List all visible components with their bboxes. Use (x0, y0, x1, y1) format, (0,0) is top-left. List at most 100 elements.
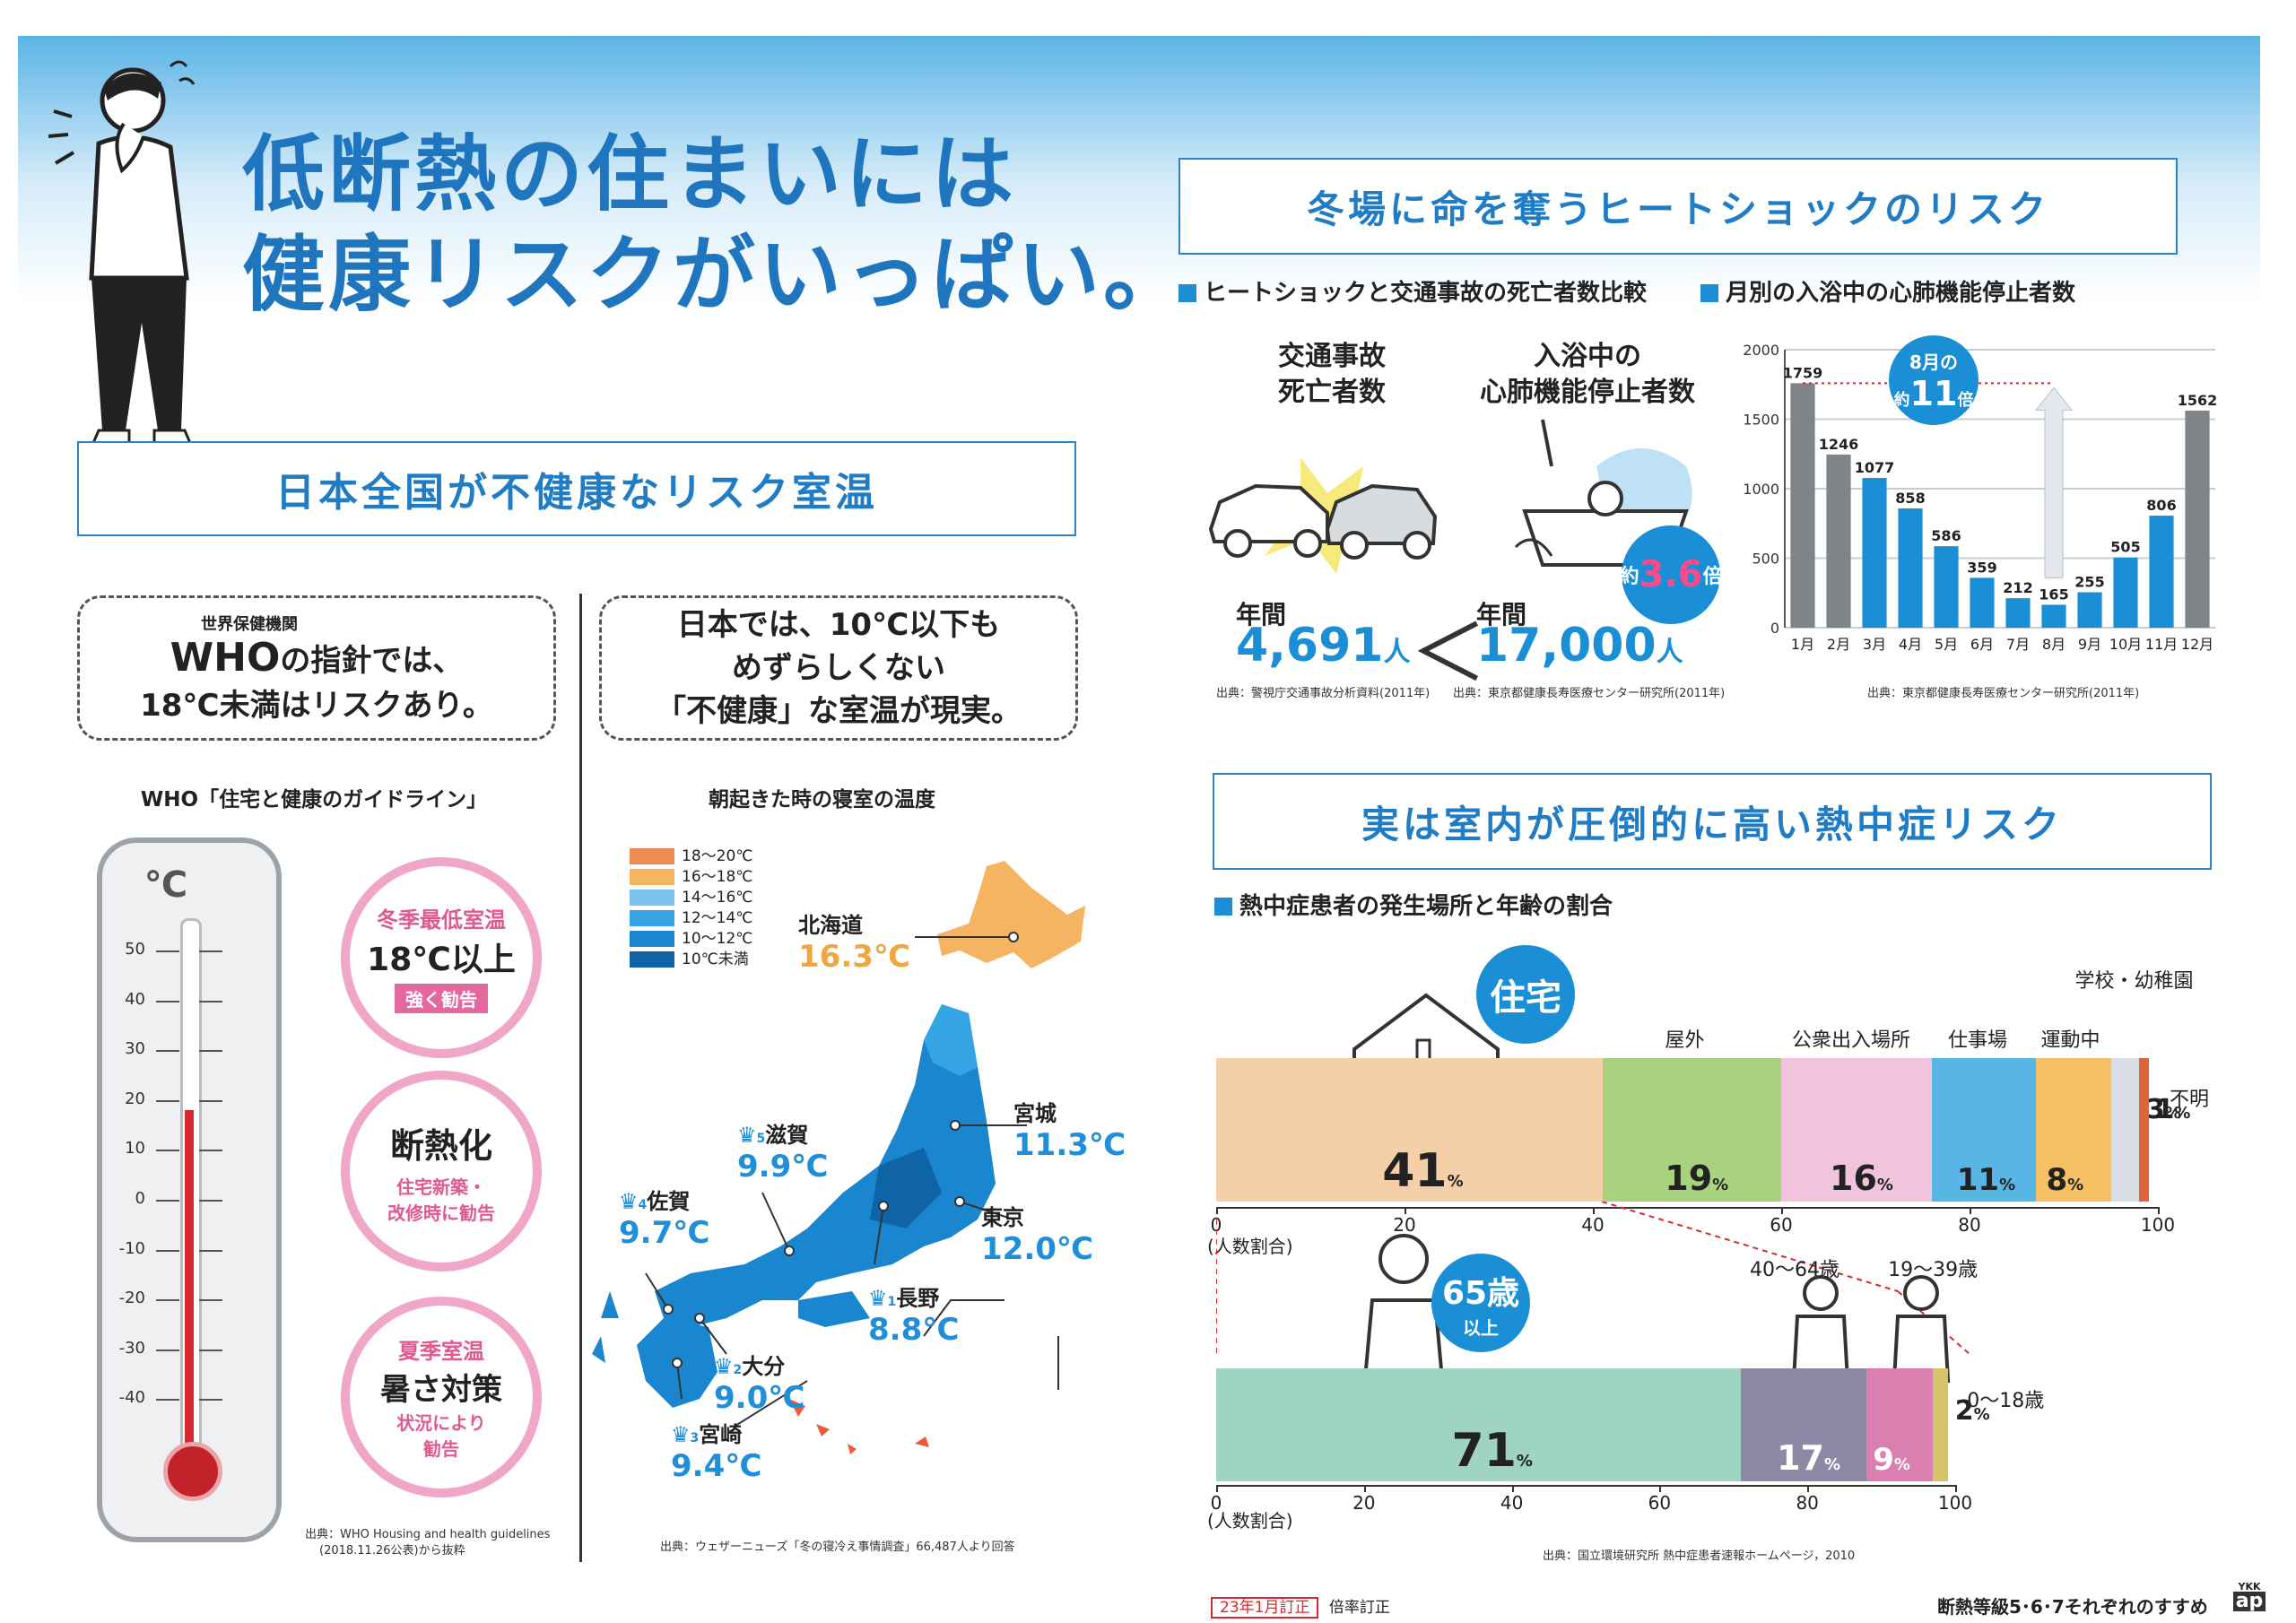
axis-tick-label: 60 (1648, 1492, 1672, 1514)
x-tick-label: 10月 (2109, 636, 2142, 653)
axis-tick-label: 20 (1393, 1214, 1416, 1236)
legend-swatch (630, 848, 674, 864)
bar-segment (1866, 1368, 1934, 1481)
bar-value-label: 359 (1967, 559, 1996, 576)
legend-item: 12～14℃ (630, 905, 752, 927)
bar-value-label: 212 (2003, 579, 2032, 596)
who-small-label: 世界保健機関 (201, 615, 298, 634)
circle1-title: 冬季最低室温 (377, 907, 506, 933)
segment-value: 19% (1665, 1159, 1728, 1198)
crown-icon: ♛ (619, 1189, 639, 1214)
legend-item: 18～20℃ (630, 843, 752, 865)
bar-4月 (1898, 508, 1923, 628)
bar-8月 (2041, 604, 2066, 628)
segment-value: 2% (1955, 1395, 1990, 1427)
legend-swatch (630, 931, 674, 947)
thermometer-bulb (163, 1442, 222, 1501)
who-source-line1: 出典：WHO Housing and health guidelines (305, 1528, 551, 1541)
city-miyazaki: ♛3宮崎 9.4℃ (671, 1422, 762, 1484)
x-tick-label: 4月 (1899, 636, 1922, 653)
square-bullet-icon (1700, 284, 1718, 302)
japan-line1: 日本では、10℃以下も (676, 607, 1001, 643)
segment-unit: % (2174, 1104, 2191, 1123)
segment-unit: % (1516, 1452, 1533, 1471)
thermometer-tick (199, 1050, 222, 1053)
x-tick-label: 3月 (1863, 636, 1886, 653)
thermometer-tick (199, 1299, 222, 1302)
bath-cardiac-arrests: 17,000人 (1476, 619, 1683, 673)
circle3-note2: 勧告 (423, 1438, 459, 1460)
city-oita: ♛2大分 9.0℃ (714, 1354, 805, 1416)
x-tick-label: 7月 (2006, 636, 2030, 653)
axis-tick-label: 80 (1958, 1214, 1981, 1236)
segment-value: 71% (1452, 1424, 1533, 1478)
year-label-traffic: 年間 (1236, 600, 1287, 629)
ykk-ap-logo: YKK ap (2233, 1582, 2266, 1611)
bar-segment (2035, 1058, 2111, 1202)
segment-number: 3 (2146, 1094, 2165, 1125)
section-banner-heatstroke: 実は室内が圧倒的に高い熱中症リスク (1213, 773, 2212, 870)
sub-heading-heatstroke: 熱中症患者の発生場所と年齢の割合 (1214, 888, 1613, 921)
bar-value-label: 255 (2074, 573, 2104, 590)
city-nagano: ♛1長野 8.8℃ (868, 1286, 960, 1348)
segment-number: 16 (1830, 1159, 1877, 1198)
bar-10月 (2113, 557, 2138, 628)
segment-number: 17 (1777, 1438, 1824, 1478)
axis-tick (1363, 1485, 1366, 1492)
axis-tick (1659, 1485, 1662, 1492)
segment-name: 不明 (2170, 1089, 2210, 1111)
segment-value: 1% (2156, 1094, 2191, 1125)
page-title-line1: 低断熱の住まいには (242, 126, 1018, 222)
thermometer-tick-label: -10 (118, 1238, 145, 1258)
legend-swatch (630, 890, 674, 906)
bar-3月 (1862, 478, 1887, 628)
bar-value-label: 806 (2146, 497, 2176, 514)
crown-icon: ♛ (714, 1354, 734, 1379)
who-guideline-bubble: 世界保健機関 WHOの指針では、 18℃未満はリスクあり。 (77, 595, 556, 741)
city-saga: ♛4佐賀 9.7℃ (619, 1189, 710, 1251)
thermometer-tick-label: 40 (125, 989, 145, 1009)
traffic-source: 出典：警視庁交通事故分析資料(2011年) (1216, 687, 1431, 700)
legend-item: 10℃未満 (630, 946, 749, 968)
thermometer-tick (156, 1099, 179, 1102)
axis-tick-label: 80 (1796, 1492, 1819, 1514)
segment-value: 3% (2146, 1094, 2181, 1125)
thermometer-tick-label: 0 (135, 1189, 145, 1208)
segment-value: 9% (1873, 1442, 1910, 1478)
thermometer-tick (199, 1099, 222, 1102)
japan-line3: 「不健康」な室温が現実。 (656, 693, 1022, 729)
map-caption: 朝起きた時の寝室の温度 (709, 788, 935, 812)
y-tick-label: 500 (1752, 551, 1779, 568)
bar-value-label: 1759 (1783, 364, 1823, 381)
august-ratio-badge: 8月の 約11倍 (1889, 335, 1979, 425)
segment-number: 8 (2046, 1162, 2068, 1198)
segment-name: 40～64歳 (1750, 1259, 1840, 1281)
bar-value-label: 505 (2110, 539, 2140, 556)
age-axis-caption: (人数割合) (1207, 1510, 1293, 1532)
bar-5月 (1934, 546, 1959, 628)
circle3-note1: 状況により (396, 1412, 486, 1434)
bar-2月 (1826, 454, 1851, 628)
axis-tick-label: 20 (1352, 1492, 1376, 1514)
segment-name: 仕事場 (1948, 1029, 2008, 1052)
thermometer-unit: ℃ (144, 864, 188, 906)
bar-segment (2139, 1058, 2149, 1202)
crown-icon: ♛ (737, 1123, 757, 1148)
axis-line (1216, 1485, 1955, 1487)
segment-unit: % (1893, 1455, 1910, 1474)
legend-item: 14～16℃ (630, 884, 752, 907)
thermometer-tick (156, 1200, 179, 1202)
thermometer-tick (199, 1399, 222, 1402)
square-bullet-icon (1178, 284, 1196, 302)
circle2-title: 断熱化 (389, 1125, 492, 1166)
segment-unit: % (2164, 1104, 2181, 1123)
page-title-line2: 健康リスクがいっぱい。 (242, 227, 1190, 323)
segment-unit: % (1823, 1455, 1841, 1474)
thermometer-tick (156, 1299, 179, 1302)
segment-name: 学校・幼稚園 (2074, 970, 2194, 993)
thermometer-tick (199, 1349, 222, 1351)
thermometer-tick (156, 1000, 179, 1002)
x-tick-label: 6月 (1970, 636, 1994, 653)
thermometer-tick (156, 1050, 179, 1053)
section-banner-room-temp: 日本全国が不健康なリスク室温 (77, 441, 1076, 536)
